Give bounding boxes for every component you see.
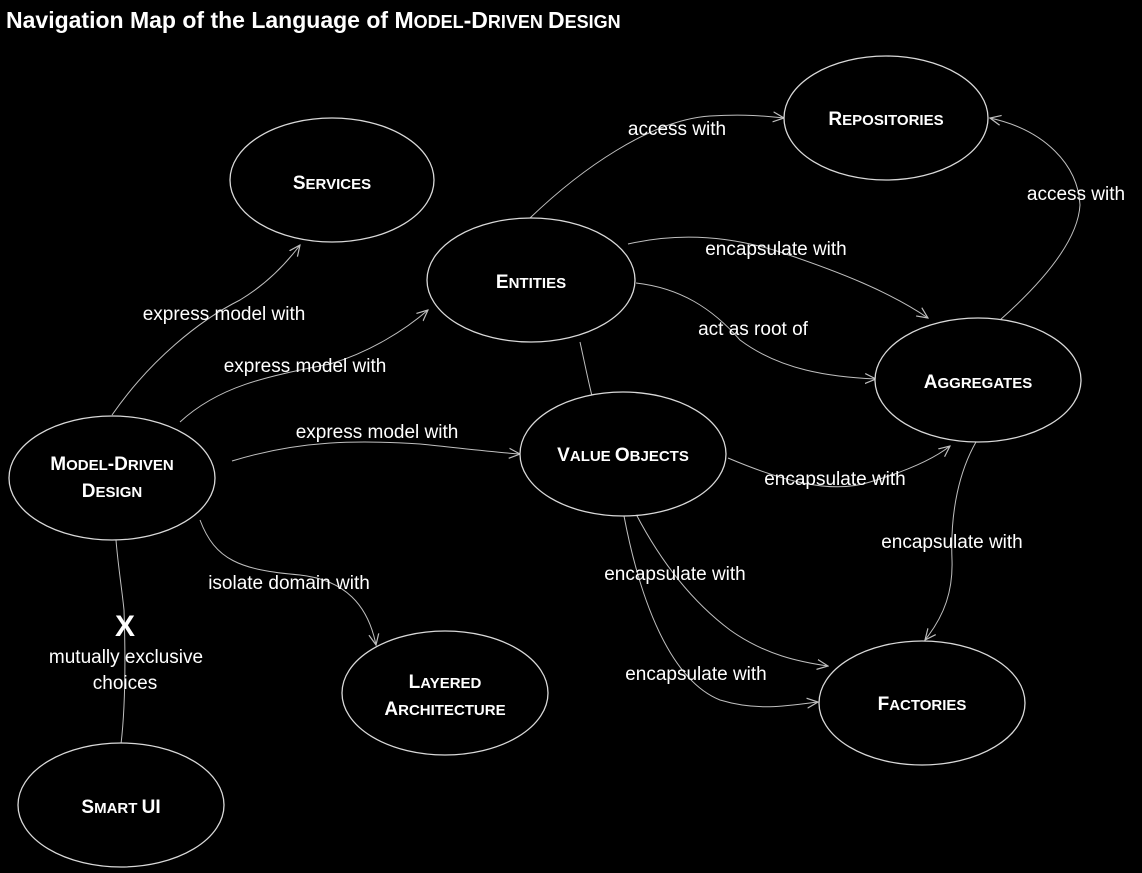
edge-entities-value-objects: [579, 341, 593, 397]
node-label-value-objects: VALUE OBJECTS: [557, 445, 689, 466]
mutually-exclusive-annotation: X mutually exclusive choices: [49, 610, 203, 694]
node-label-line: AGGREGATES: [924, 372, 1032, 393]
edge-label-entities-encapsulate-aggregates: encapsulate with: [705, 239, 847, 260]
node-aggregates: AGGREGATES: [874, 317, 1082, 443]
edge-label-value-objects-encapsulate-factories-2: encapsulate with: [625, 664, 767, 685]
node-label-model-driven-design: MODEL-DRIVEN DESIGN: [50, 454, 173, 502]
node-label-repositories: REPOSITORIES: [828, 109, 943, 130]
node-value-objects: VALUE OBJECTS: [519, 391, 727, 517]
node-label-line: SMART UI: [81, 797, 160, 818]
edge-value-objects-encapsulate-factories-1: [635, 513, 828, 666]
edge-value-objects-encapsulate-aggregates: [727, 446, 950, 488]
edge-label-aggregates-encapsulate-factories: encapsulate with: [881, 532, 1023, 553]
edge-mdd-smart-ui-exclusive: [115, 539, 126, 745]
edge-label-entities-access-repositories: access with: [628, 119, 726, 140]
node-services: SERVICES: [229, 117, 435, 243]
edge-label-entities-root-aggregates: act as root of: [698, 319, 809, 340]
edge-label-mdd-express-services: express model with: [143, 304, 306, 325]
edge-mdd-to-value-objects: [231, 441, 520, 462]
edge-label-mdd-isolate-layered: isolate domain with: [208, 573, 370, 594]
node-smart-ui: SMART UI: [17, 742, 225, 868]
edge-mdd-to-layered-architecture: [199, 519, 376, 645]
edge-label-value-objects-encapsulate-factories-1: encapsulate with: [604, 564, 746, 585]
node-entities: ENTITIES: [426, 217, 636, 343]
node-layered-architecture: LAYERED ARCHITECTURE: [341, 630, 549, 756]
node-repositories: REPOSITORIES: [783, 55, 989, 181]
edge-label-mdd-express-entities: express model with: [224, 356, 387, 377]
edge-label-value-objects-encapsulate-aggregates: encapsulate with: [764, 469, 906, 490]
node-model-driven-design: MODEL-DRIVEN DESIGN: [8, 415, 216, 541]
edge-entities-encapsulate-aggregates: [627, 236, 928, 318]
edge-label-mdd-express-value-objects: express model with: [296, 422, 459, 443]
node-label-line: DESIGN: [82, 481, 142, 502]
node-label-line: VALUE OBJECTS: [557, 445, 689, 466]
edge-mdd-to-entities: [179, 310, 428, 423]
node-label-services: SERVICES: [293, 173, 371, 194]
node-label-factories: FACTORIES: [878, 694, 967, 715]
edge-aggregates-encapsulate-factories: [925, 441, 977, 640]
exclusive-label-line-1: mutually exclusive: [49, 647, 203, 668]
node-label-line: REPOSITORIES: [828, 109, 943, 130]
edges-layer: [111, 115, 1081, 745]
node-label-line: ENTITIES: [496, 272, 566, 293]
edge-entities-to-repositories: [529, 115, 784, 219]
node-label-entities: ENTITIES: [496, 272, 566, 293]
edge-aggregates-to-repositories: [990, 118, 1081, 321]
edge-entities-root-aggregates: [635, 282, 876, 379]
node-factories: FACTORIES: [818, 640, 1026, 766]
node-label-line: LAYERED: [409, 672, 482, 693]
node-label-aggregates: AGGREGATES: [924, 372, 1032, 393]
exclusive-x-mark: X: [115, 610, 135, 643]
node-label-smart-ui: SMART UI: [81, 797, 160, 818]
exclusive-label-line-2: choices: [93, 673, 157, 694]
edge-mdd-to-services: [111, 245, 300, 416]
edge-label-aggregates-access-repositories: access with: [1027, 184, 1125, 205]
diagram-title: Navigation Map of the Language of MODEL-…: [6, 7, 621, 33]
node-label-line: SERVICES: [293, 173, 371, 194]
edge-labels-layer: access with access with encapsulate with…: [143, 119, 1125, 685]
node-label-layered-architecture: LAYERED ARCHITECTURE: [384, 672, 505, 720]
node-label-line: ARCHITECTURE: [384, 699, 505, 720]
edge-value-objects-encapsulate-factories-2: [623, 515, 818, 707]
node-label-line: MODEL-DRIVEN: [50, 454, 173, 475]
nodes-layer: SERVICES REPOSITORIES ENTITIES AGGREGATE…: [8, 55, 1082, 868]
node-label-line: FACTORIES: [878, 694, 967, 715]
